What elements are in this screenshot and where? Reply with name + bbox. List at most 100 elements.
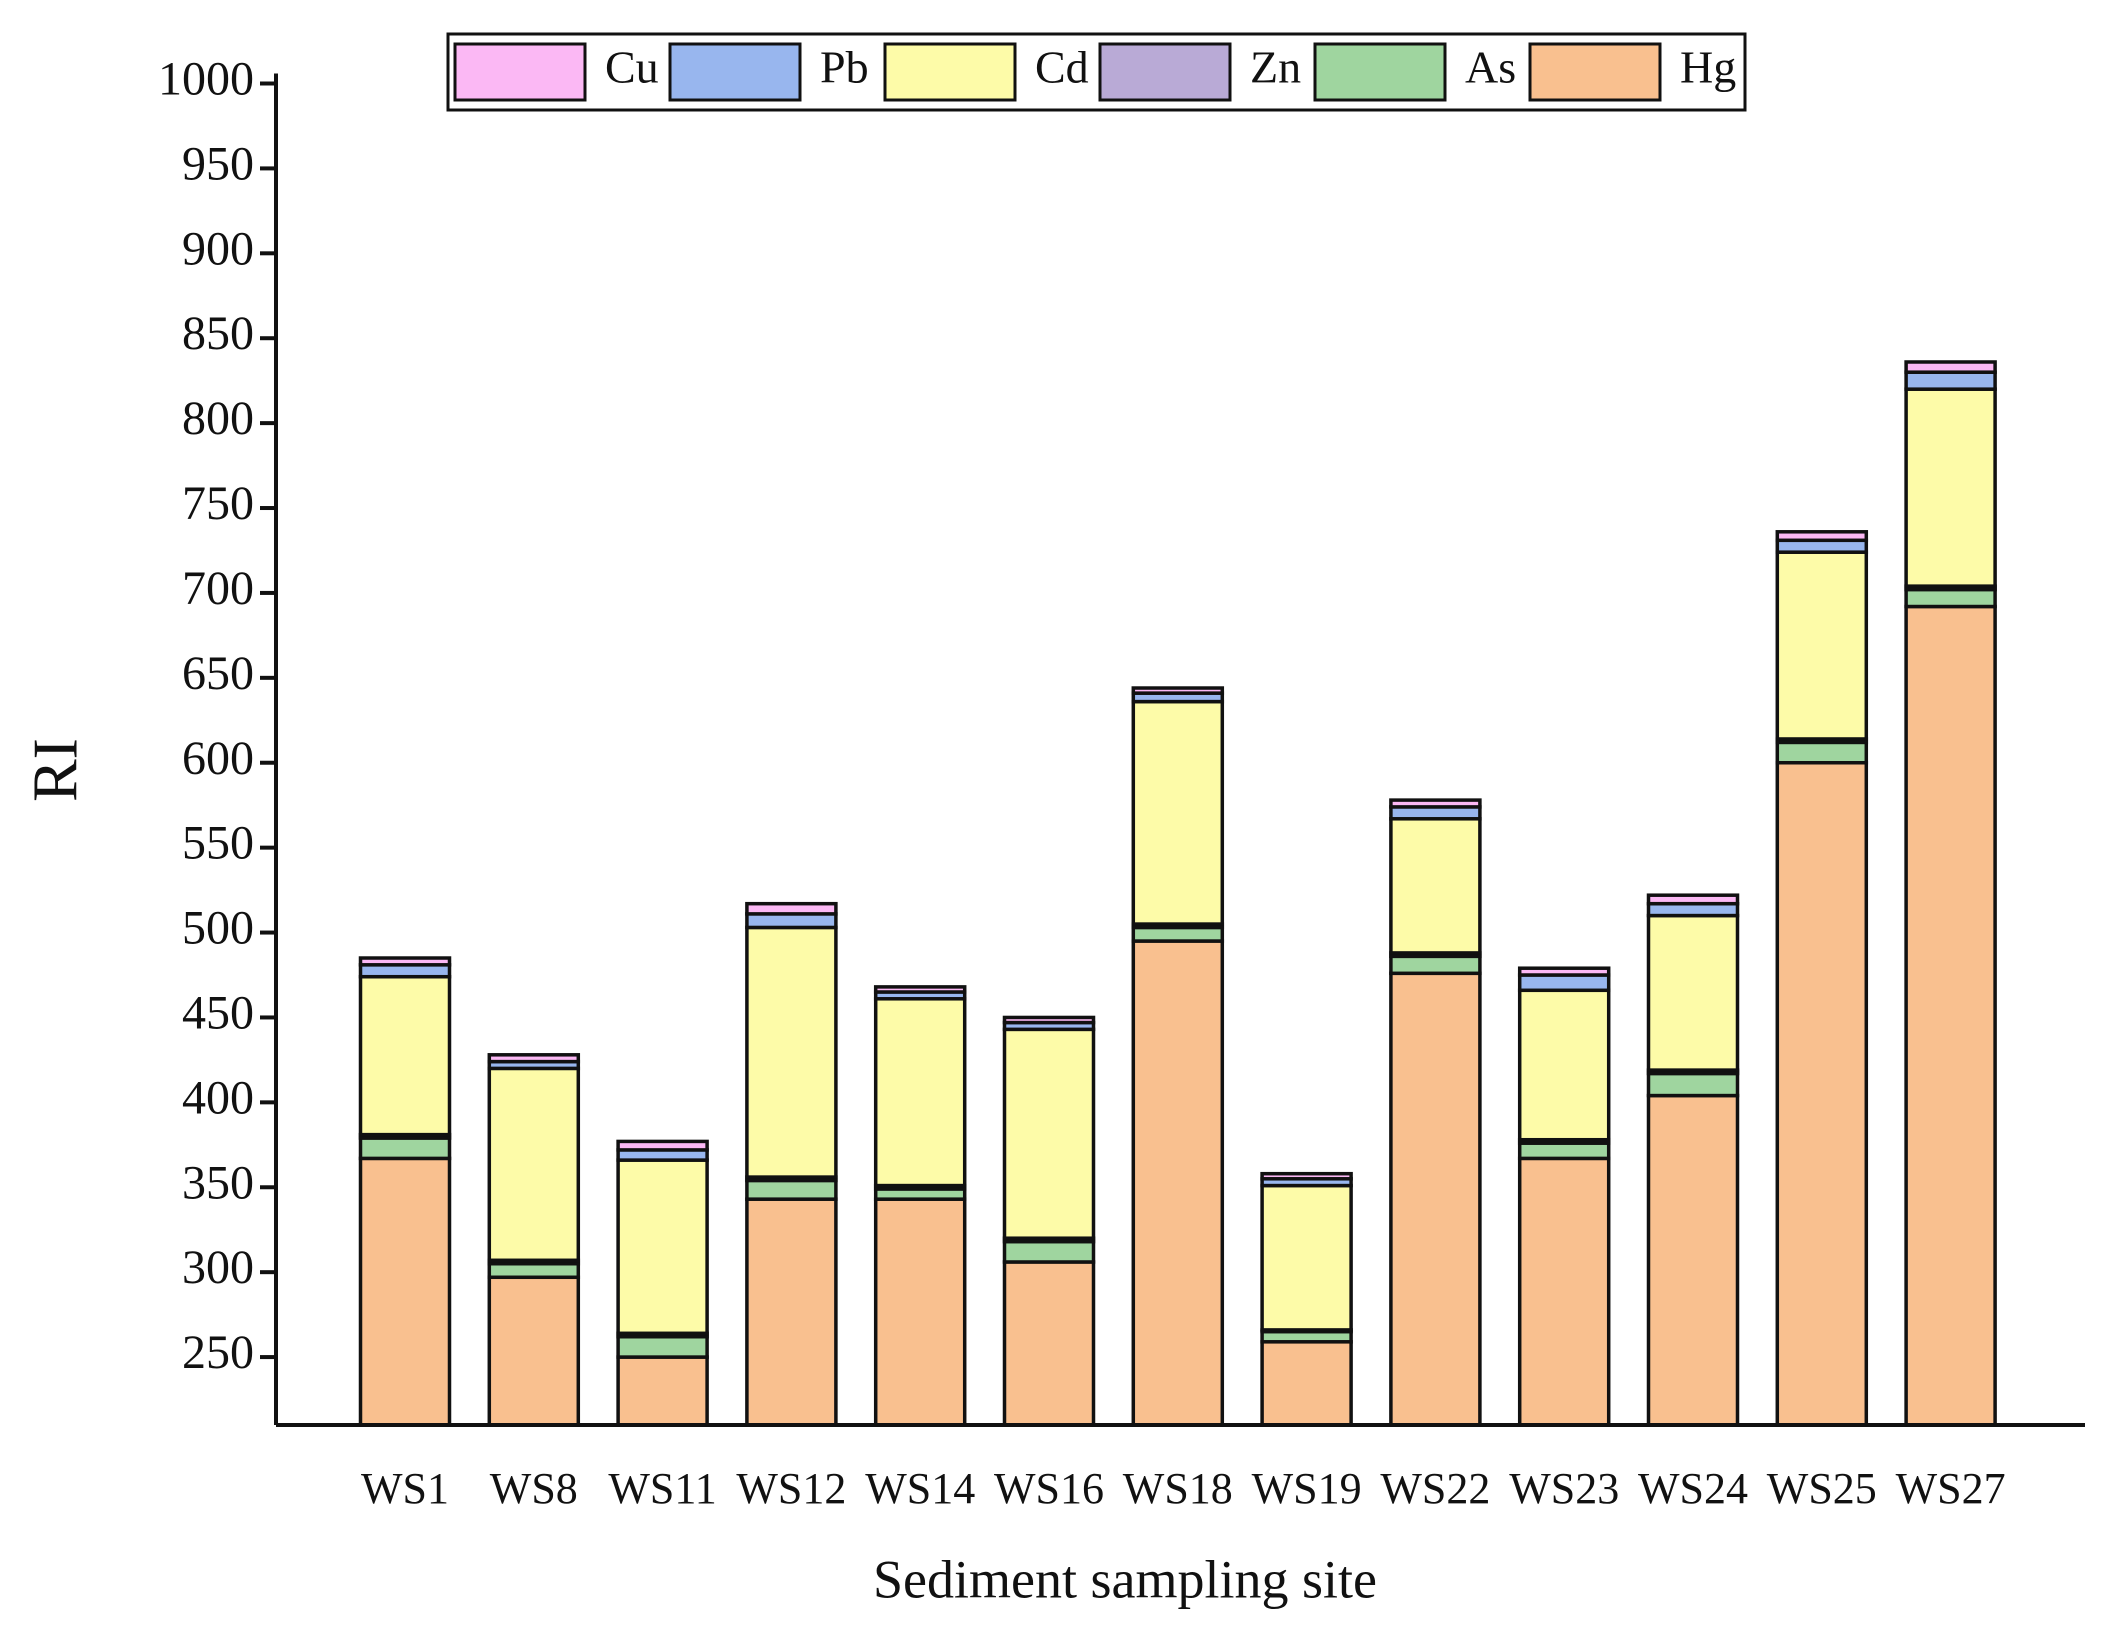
legend-swatch	[453, 42, 587, 102]
x-tick-label: WS18	[1123, 1464, 1233, 1513]
bar-segment	[616, 1334, 709, 1359]
bar-segment	[1904, 360, 1997, 374]
bar-segment	[358, 956, 452, 967]
y-tick-label: 800	[182, 392, 254, 445]
bar-segment	[1389, 805, 1482, 821]
bar-segment	[745, 1178, 838, 1201]
bar-segment	[1002, 1239, 1096, 1264]
bar-segment	[1517, 1156, 1611, 1427]
x-tick-label: WS22	[1380, 1464, 1490, 1513]
legend-label: Hg	[1680, 42, 1736, 93]
bar-segment	[1646, 1093, 1740, 1427]
y-tick-label: 750	[182, 477, 254, 530]
bar-segment	[1002, 1027, 1096, 1240]
x-tick-label: WS1	[361, 1464, 449, 1513]
bar-segment	[1260, 1183, 1353, 1332]
x-tick-label: WS11	[608, 1464, 716, 1513]
legend-label: Pb	[820, 42, 869, 93]
x-tick-label: WS27	[1896, 1464, 2006, 1513]
legend-swatch	[668, 42, 802, 102]
bar-segment	[1002, 1260, 1096, 1427]
legend-swatch	[1098, 42, 1232, 102]
bar-segment	[745, 912, 838, 930]
bar-segment	[358, 1156, 452, 1427]
legend-swatch	[1313, 42, 1447, 102]
bar-segment	[1775, 740, 1869, 765]
bar-segment	[873, 997, 967, 1188]
legend-swatch	[883, 42, 1017, 102]
bar-segment	[1517, 966, 1611, 977]
x-axis-label: Sediment sampling site	[873, 1549, 1377, 1609]
bar-segment	[358, 974, 452, 1137]
bar-segment	[1260, 1171, 1353, 1181]
bar-segment	[1904, 587, 1997, 609]
y-tick-label: 700	[182, 562, 254, 615]
legend-label: Cu	[605, 42, 659, 93]
legend-label: Zn	[1250, 42, 1301, 93]
bar-segment	[1517, 988, 1611, 1142]
x-tick-label: WS8	[490, 1464, 578, 1513]
bar-segment	[1904, 387, 1997, 588]
bar-segment	[1646, 1071, 1740, 1098]
y-tick-label: 300	[182, 1241, 254, 1294]
bar-segment	[1646, 901, 1740, 918]
y-tick-label: 850	[182, 307, 254, 360]
bar-segment	[616, 1158, 709, 1336]
legend-label: As	[1465, 42, 1516, 93]
bar-segment	[745, 925, 838, 1179]
bar-segment	[1131, 925, 1225, 943]
bar-segment	[487, 1053, 581, 1064]
x-tick-label: WS14	[865, 1464, 975, 1513]
bar-segment	[487, 1261, 581, 1280]
y-tick-label: 1000	[158, 53, 254, 106]
x-tick-label: WS25	[1767, 1464, 1877, 1513]
bar-segment	[873, 985, 967, 994]
bar-segment	[1260, 1340, 1353, 1427]
bar-segment	[1131, 939, 1225, 1427]
y-tick-label: 450	[182, 986, 254, 1039]
bar-segment	[1131, 686, 1225, 695]
y-tick-label: 400	[182, 1071, 254, 1124]
bar-segment	[487, 1066, 581, 1263]
bar-segment	[1775, 760, 1869, 1427]
bar-segment	[1646, 893, 1740, 906]
x-tick-label: WS16	[994, 1464, 1104, 1513]
bar-segment	[1002, 1015, 1096, 1025]
x-tick-label: WS12	[736, 1464, 846, 1513]
bar-segment	[1389, 798, 1482, 809]
bar-segment	[358, 963, 452, 979]
bar-segment	[487, 1275, 581, 1427]
bar-segment	[1517, 1141, 1611, 1161]
y-axis-label: RI	[20, 738, 91, 802]
bar-segment	[1517, 973, 1611, 993]
bar-segment	[1131, 699, 1225, 926]
y-tick-label: 500	[182, 902, 254, 955]
bar-segment	[1775, 550, 1869, 741]
bar-segment	[1904, 370, 1997, 391]
x-tick-label: WS24	[1638, 1464, 1748, 1513]
y-tick-label: 250	[182, 1326, 254, 1379]
bar-segment	[873, 1197, 967, 1427]
bar-segment	[1389, 954, 1482, 976]
bar-segment	[1775, 538, 1869, 554]
bar-segment	[1389, 971, 1482, 1427]
bar-segment	[1775, 530, 1869, 543]
bar-segment	[616, 1355, 709, 1427]
bar-segment	[616, 1139, 709, 1152]
bar-segment	[745, 1197, 838, 1427]
bar-segment	[1389, 817, 1482, 955]
legend-swatch	[1528, 42, 1662, 102]
bar-segment	[358, 1136, 452, 1161]
y-tick-label: 650	[182, 647, 254, 700]
bar-segment	[745, 901, 838, 916]
x-tick-label: WS23	[1509, 1464, 1619, 1513]
bar-segment	[1904, 604, 1997, 1427]
x-tick-label: WS19	[1252, 1464, 1362, 1513]
y-tick-label: 550	[182, 817, 254, 870]
y-tick-label: 900	[182, 222, 254, 275]
y-tick-label: 600	[182, 732, 254, 785]
legend-label: Cd	[1035, 42, 1089, 93]
bar-segment	[1646, 913, 1740, 1072]
